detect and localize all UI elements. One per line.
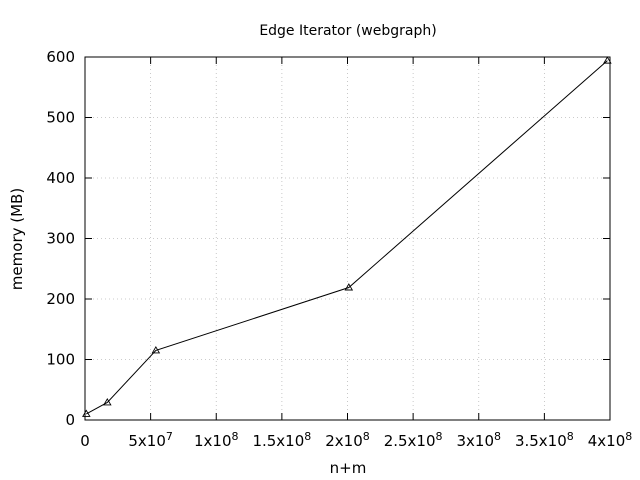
x-tick-label: 3.5x108 [515, 430, 574, 450]
x-tick-label-base: 2x10 [325, 432, 363, 450]
x-tick-label: 0 [80, 432, 90, 450]
y-tick-label: 300 [46, 230, 75, 248]
x-tick-label: 5x107 [128, 430, 173, 450]
x-tick-label: 1.5x108 [252, 430, 311, 450]
series-layer [82, 56, 612, 417]
x-tick-label-exponent: 8 [625, 430, 632, 443]
x-tick-label-base: 3.5x10 [515, 432, 567, 450]
data-point-marker [103, 398, 112, 406]
y-tick-label: 400 [46, 169, 75, 187]
x-tick-label-base: 1.5x10 [252, 432, 304, 450]
chart-title: Edge Iterator (webgraph) [259, 23, 436, 39]
x-axis-tick-labels: 0 5x107 1x108 1.5x108 2x108 2.5x108 3x108 3.5x1… [80, 430, 632, 450]
x-tick-label-base: 4x10 [588, 432, 626, 450]
x-tick-label-exponent: 7 [166, 430, 173, 443]
x-tick-label: 3x108 [456, 430, 501, 450]
data-point-marker [82, 409, 91, 417]
x-tick-label-exponent: 8 [436, 430, 443, 443]
x-tick-label: 2.5x108 [384, 430, 443, 450]
x-tick-label-exponent: 8 [304, 430, 311, 443]
data-point-marker [603, 56, 612, 64]
x-tick-label-base: 1x10 [194, 432, 232, 450]
y-tick-label: 200 [46, 290, 75, 308]
x-tick-label-exponent: 8 [567, 430, 574, 443]
x-tick-label-exponent: 8 [494, 430, 501, 443]
grid [85, 57, 610, 420]
y-tick-label: 600 [46, 48, 75, 66]
x-tick-label-exponent: 8 [363, 430, 370, 443]
x-tick-label-base: 0 [80, 432, 90, 450]
x-tick-label-base: 5x10 [128, 432, 166, 450]
y-tick-label: 0 [65, 411, 75, 429]
y-axis-label: memory (MB) [8, 188, 26, 290]
x-axis-label: n+m [330, 459, 367, 477]
y-tick-label: 100 [46, 351, 75, 369]
plot-frame [84, 56, 611, 421]
x-tick-label-base: 3x10 [456, 432, 494, 450]
data-point-marker [344, 283, 354, 291]
x-tick-label-exponent: 8 [232, 430, 239, 443]
series-line [86, 60, 608, 415]
x-tick-label: 4x108 [588, 430, 633, 450]
data-point-marker [151, 346, 161, 354]
x-tick-label: 2x108 [325, 430, 370, 450]
x-tick-label-base: 2.5x10 [384, 432, 436, 450]
x-tick-label: 1x108 [194, 430, 239, 450]
y-axis-tick-labels: 0 100 200 300 400 500 600 [46, 48, 75, 429]
y-tick-label: 500 [46, 109, 75, 127]
